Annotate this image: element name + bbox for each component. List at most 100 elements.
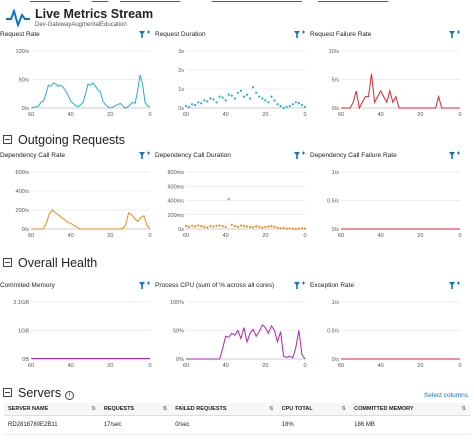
- sort-icon[interactable]: ⇅: [341, 406, 347, 412]
- collapse-icon[interactable]: [3, 388, 12, 397]
- column-header[interactable]: SERVER NAME ⇅: [4, 403, 100, 416]
- data-point: [203, 225, 206, 228]
- data-point: [300, 227, 304, 230]
- filter-icon[interactable]: [448, 281, 462, 291]
- data-point: [288, 227, 291, 230]
- data-point: [252, 226, 255, 229]
- metric-panel: Request Rate 100/s 50/s 0/s 60 40 20 0: [0, 30, 154, 123]
- info-icon[interactable]: i: [65, 391, 75, 400]
- y-tick-label: 400/s: [16, 189, 30, 195]
- data-point: [233, 225, 236, 228]
- column-header[interactable]: COMMITTED MEMORY ⇅: [350, 403, 470, 416]
- x-tick-label: 0: [148, 112, 151, 118]
- series-line: [341, 73, 460, 110]
- section-outgoing-requests[interactable]: Outgoing Requests: [3, 133, 125, 147]
- data-point: [285, 105, 288, 109]
- data-point: [206, 100, 209, 103]
- sort-icon[interactable]: ⇅: [162, 406, 168, 412]
- metric-panel: Request Duration 3s 2s 1s 0s 60 40 20 0: [155, 30, 309, 123]
- data-point: [273, 225, 276, 228]
- panel-title: Dependency Call Duration: [155, 152, 231, 159]
- data-point: [294, 227, 297, 231]
- metric-panel: Dependency Call Failure Rate 1/s 0.5/s 0/s 6…: [310, 151, 464, 244]
- filter-icon[interactable]: [138, 281, 152, 291]
- sort-icon[interactable]: ⇅: [269, 406, 274, 412]
- x-tick-label: 60: [338, 112, 344, 118]
- y-tick-label: 0.5/s: [327, 199, 339, 205]
- metric-chart: 1/s 0.5/s 0/s60 40 20 0: [327, 300, 461, 369]
- data-point: [218, 95, 221, 98]
- sort-icon[interactable]: ⇅: [91, 406, 96, 412]
- x-tick-label: 60: [28, 112, 34, 118]
- section-overall-health[interactable]: Overall Health: [3, 256, 97, 270]
- data-point: [197, 101, 200, 104]
- panel-title: Request Rate: [0, 31, 40, 38]
- data-point: [227, 197, 230, 201]
- metric-panel: Exception Rate 1/s 0.5/s 0/s 60 40 20 0: [310, 281, 464, 374]
- data-point: [191, 103, 194, 106]
- filter-icon[interactable]: [448, 30, 462, 40]
- data-point: [248, 97, 252, 100]
- page-subtitle: Dev-GatewayAugmentalEducation: [35, 22, 127, 28]
- filter-icon[interactable]: [293, 281, 307, 291]
- data-point: [184, 105, 188, 108]
- metric-panel: Dependency Call Rate 600/s 400/s 200/s 0/s 60…: [0, 151, 154, 244]
- data-point: [200, 225, 203, 228]
- filter-icon[interactable]: [138, 30, 152, 40]
- y-tick-label: 10/s: [329, 49, 340, 55]
- select-columns-link[interactable]: Select columns: [423, 392, 468, 399]
- x-tick-label: 40: [68, 112, 74, 118]
- column-header[interactable]: FAILED REQUESTS ⇅: [171, 403, 278, 416]
- y-tick-label: 0B: [22, 357, 29, 363]
- data-point: [252, 86, 255, 89]
- y-tick-label: 2s: [178, 68, 184, 74]
- metric-chart: 10/s 5/s 0/s60 40 20 0: [329, 49, 462, 118]
- page-header: Live Metrics Stream Dev-GatewayAugmental…: [4, 5, 264, 29]
- x-tick-label: 20: [107, 363, 113, 369]
- data-point: [279, 105, 282, 108]
- column-header[interactable]: REQUESTS ⇅: [99, 403, 172, 416]
- x-tick-label: 0: [303, 233, 306, 239]
- table-row[interactable]: RD2818780E2B11 17/sec 0/sec 18% 186 MB: [4, 415, 470, 435]
- y-tick-label: 200ms: [167, 213, 184, 219]
- data-point: [221, 225, 224, 228]
- column-header[interactable]: CPU TOTAL ⇅: [277, 403, 351, 416]
- sort-icon[interactable]: ⇅: [461, 406, 466, 412]
- collapse-icon[interactable]: [3, 135, 12, 144]
- x-tick-label: 20: [417, 112, 423, 118]
- data-point: [187, 225, 191, 228]
- data-point: [282, 226, 285, 230]
- live-metrics-icon: [6, 9, 30, 27]
- collapse-icon[interactable]: [3, 258, 12, 267]
- x-tick-label: 20: [262, 112, 268, 118]
- y-tick-label: 1/s: [332, 170, 340, 176]
- y-tick-label: 0/s: [22, 106, 30, 112]
- y-tick-label: 2.1GB: [13, 300, 29, 306]
- data-point: [242, 95, 246, 98]
- data-point: [218, 224, 221, 227]
- x-tick-label: 20: [107, 233, 113, 239]
- y-tick-label: 5/s: [332, 78, 340, 84]
- data-point: [224, 225, 227, 228]
- data-point: [270, 95, 273, 98]
- filter-icon[interactable]: [448, 151, 462, 161]
- panel-title: Request Failure Rate: [310, 31, 372, 38]
- data-point: [230, 94, 233, 97]
- metric-panel: Request Failure Rate 10/s 5/s 0/s 60 40 20 0: [310, 30, 464, 123]
- data-point: [303, 105, 307, 109]
- data-point: [267, 101, 270, 104]
- data-point: [209, 97, 212, 100]
- y-tick-label: 1s: [178, 87, 184, 93]
- section-title: Outgoing Requests: [18, 133, 126, 147]
- section-servers[interactable]: Servers i: [3, 386, 75, 401]
- filter-icon[interactable]: [138, 151, 152, 161]
- filter-icon[interactable]: [293, 30, 307, 40]
- data-point: [248, 225, 252, 228]
- page-title: Live Metrics Stream: [35, 7, 154, 21]
- x-tick-label: 60: [338, 363, 344, 369]
- data-point: [264, 99, 267, 102]
- y-tick-label: 1/s: [332, 300, 340, 306]
- filter-icon[interactable]: [293, 151, 307, 161]
